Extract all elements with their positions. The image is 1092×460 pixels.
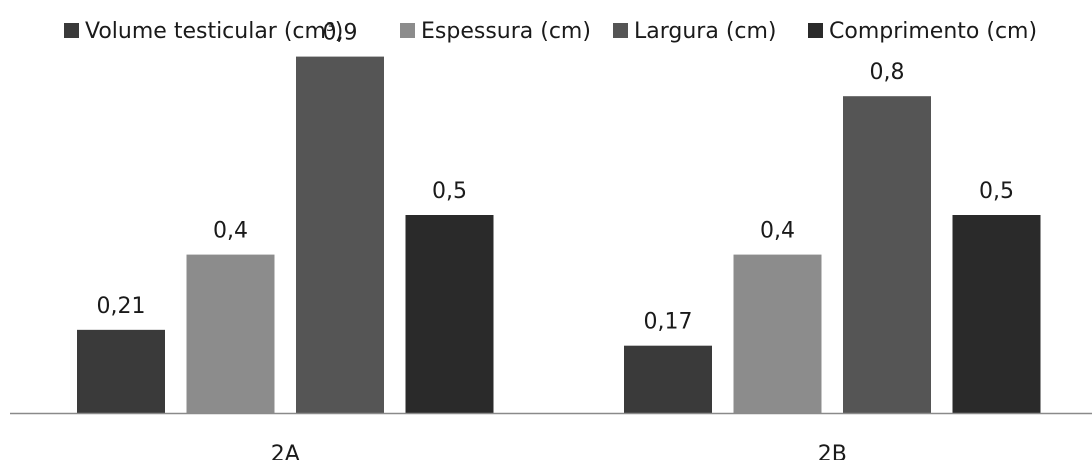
value-label-2b-largura-cm: 0,8 xyxy=(870,60,905,85)
bar-2a-espessura-cm xyxy=(186,254,275,413)
category-labels-group: 2A 2B xyxy=(271,442,847,460)
value-label-2b-comprimento-cm: 0,5 xyxy=(979,179,1014,204)
value-label-2a-comprimento-cm: 0,5 xyxy=(432,179,467,204)
value-label-2a-largura-cm: 0,9 xyxy=(323,21,358,46)
bar-2b-volume-testicular-cm xyxy=(624,345,712,413)
bars-group xyxy=(77,56,1041,413)
legend-label-espessura-cm: Espessura (cm) xyxy=(421,19,591,44)
legend-swatch-espessura-cm xyxy=(400,23,415,38)
value-label-2b-volume-testicular-cm: 0,17 xyxy=(644,310,693,335)
value-label-2a-volume-testicular-cm: 0,21 xyxy=(97,294,146,319)
bar-2a-largura-cm xyxy=(296,56,384,413)
legend-item-volume-testicular-cm: Volume testicular (cm³) xyxy=(64,19,343,44)
bar-2a-comprimento-cm xyxy=(405,215,494,413)
bar-2b-largura-cm xyxy=(843,96,931,413)
chart-legend: Volume testicular (cm³) Espessura (cm) Lar… xyxy=(64,19,1037,44)
legend-item-espessura-cm: Espessura (cm) xyxy=(400,19,591,44)
legend-item-comprimento-cm: Comprimento (cm) xyxy=(808,19,1037,44)
value-label-2a-espessura-cm: 0,4 xyxy=(213,219,248,244)
value-label-2b-espessura-cm: 0,4 xyxy=(760,219,795,244)
legend-label-volume-testicular-cm: Volume testicular (cm³) xyxy=(85,19,343,44)
bar-2b-espessura-cm xyxy=(733,254,822,413)
legend-item-largura-cm: Largura (cm) xyxy=(613,19,777,44)
legend-swatch-volume-testicular-cm xyxy=(64,23,79,38)
legend-label-largura-cm: Largura (cm) xyxy=(634,19,777,44)
value-labels-group: 0,21 0,4 0,9 0,5 0,17 0,4 0,8 0,5 xyxy=(97,21,1014,335)
category-label-2a: 2A xyxy=(271,442,300,460)
bar-2b-comprimento-cm xyxy=(952,215,1041,413)
bar-2a-volume-testicular-cm xyxy=(77,329,165,413)
legend-label-comprimento-cm: Comprimento (cm) xyxy=(829,19,1037,44)
legend-swatch-comprimento-cm xyxy=(808,23,823,38)
category-label-2b: 2B xyxy=(818,442,847,460)
legend-swatch-largura-cm xyxy=(613,23,628,38)
